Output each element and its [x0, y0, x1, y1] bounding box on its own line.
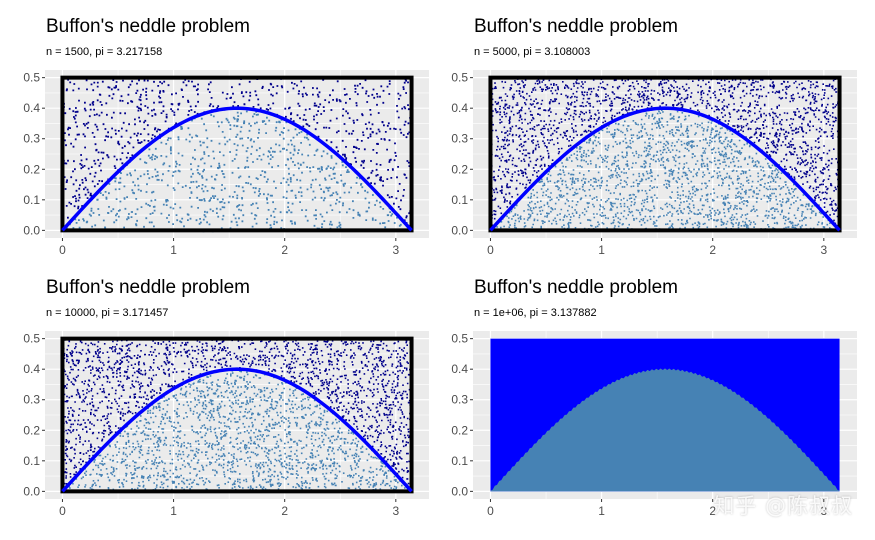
- y-tick-label: 0.5: [451, 332, 468, 346]
- needle-region-border: [488, 75, 842, 233]
- x-tick-label: 2: [709, 504, 716, 518]
- chart-title: Buffon's neddle problem: [46, 277, 250, 298]
- chart-panel-2: Buffon's neddle problem n = 5000, pi = 3…: [428, 0, 865, 270]
- scatter-points-below-curve: [493, 108, 841, 232]
- region-below-curve: [490, 368, 840, 492]
- chart-subtitle: n = 1e+06, pi = 3.137882: [474, 307, 597, 319]
- y-tick-label: 0.2: [23, 162, 40, 176]
- x-tick-label: 2: [281, 504, 288, 518]
- y-tick-label: 0.0: [451, 484, 468, 498]
- x-tick-label: 0: [487, 504, 494, 518]
- chart-subtitle: n = 10000, pi = 3.171457: [46, 307, 169, 319]
- scatter-points-below-curve: [68, 369, 409, 493]
- chart-title: Buffon's neddle problem: [474, 16, 678, 37]
- y-tick-label: 0.3: [23, 132, 40, 146]
- watermark-text: 知乎 @陈叔叔: [713, 494, 853, 518]
- y-tick-label: 0.4: [23, 101, 40, 115]
- y-tick-label: 0.2: [451, 162, 468, 176]
- y-tick-label: 0.2: [451, 423, 468, 437]
- y-tick-label: 0.5: [451, 71, 468, 85]
- chart-panel-3: Buffon's neddle problem n = 10000, pi = …: [0, 261, 437, 531]
- chart-panel-1: Buffon's neddle problem n = 1500, pi = 3…: [0, 0, 437, 270]
- chart-title: Buffon's neddle problem: [46, 16, 250, 37]
- y-tick-label: 0.5: [23, 332, 40, 346]
- y-tick-label: 0.5: [23, 71, 40, 85]
- y-tick-label: 0.4: [451, 362, 468, 376]
- needle-region-border: [60, 75, 414, 233]
- x-tick-label: 0: [487, 243, 494, 257]
- x-tick-label: 1: [598, 243, 605, 257]
- x-tick-label: 0: [59, 243, 66, 257]
- y-tick-label: 0.1: [451, 454, 468, 468]
- x-tick-label: 1: [598, 504, 605, 518]
- y-tick-label: 0.0: [23, 484, 40, 498]
- chart-plot-2: 0.0 0.1 0.2 0.3 0.4 0.5 0 1 2 3: [451, 70, 857, 257]
- chart-plot-3: 0.0 0.1 0.2 0.3 0.4 0.5 0 1 2 3: [23, 331, 429, 518]
- chart-panel-4: Buffon's neddle problem n = 1e+06, pi = …: [428, 261, 865, 531]
- chart-subtitle: n = 1500, pi = 3.217158: [46, 46, 163, 58]
- needle-region-border: [60, 336, 414, 494]
- y-tick-label: 0.4: [451, 101, 468, 115]
- scatter-points-above-curve: [62, 338, 413, 490]
- y-tick-label: 0.4: [23, 362, 40, 376]
- chart-plot-4: 0.0 0.1 0.2 0.3 0.4 0.5 0 1 2 3: [451, 331, 857, 518]
- sine-curve: [61, 106, 413, 232]
- y-tick-label: 0.3: [451, 393, 468, 407]
- x-tick-label: 2: [281, 243, 288, 257]
- chart-plot-1: 0.0 0.1 0.2 0.3 0.4 0.5 0 1 2 3: [23, 70, 429, 257]
- x-tick-label: 3: [392, 504, 399, 518]
- y-tick-label: 0.1: [451, 193, 468, 207]
- sine-curve: [61, 367, 413, 493]
- y-tick-label: 0.1: [23, 193, 40, 207]
- x-tick-label: 3: [820, 504, 827, 518]
- x-tick-label: 3: [820, 243, 827, 257]
- y-tick-label: 0.3: [23, 393, 40, 407]
- y-tick-label: 0.1: [23, 454, 40, 468]
- y-tick-label: 0.0: [451, 223, 468, 237]
- chart-subtitle: n = 5000, pi = 3.108003: [474, 46, 591, 58]
- x-tick-label: 3: [392, 243, 399, 257]
- y-tick-label: 0.2: [23, 423, 40, 437]
- y-tick-label: 0.3: [451, 132, 468, 146]
- sine-curve: [489, 106, 841, 232]
- chart-title: Buffon's neddle problem: [474, 277, 678, 298]
- x-tick-label: 2: [709, 243, 716, 257]
- x-tick-label: 0: [59, 504, 66, 518]
- x-tick-label: 1: [170, 504, 177, 518]
- y-tick-label: 0.0: [23, 223, 40, 237]
- x-tick-label: 1: [170, 243, 177, 257]
